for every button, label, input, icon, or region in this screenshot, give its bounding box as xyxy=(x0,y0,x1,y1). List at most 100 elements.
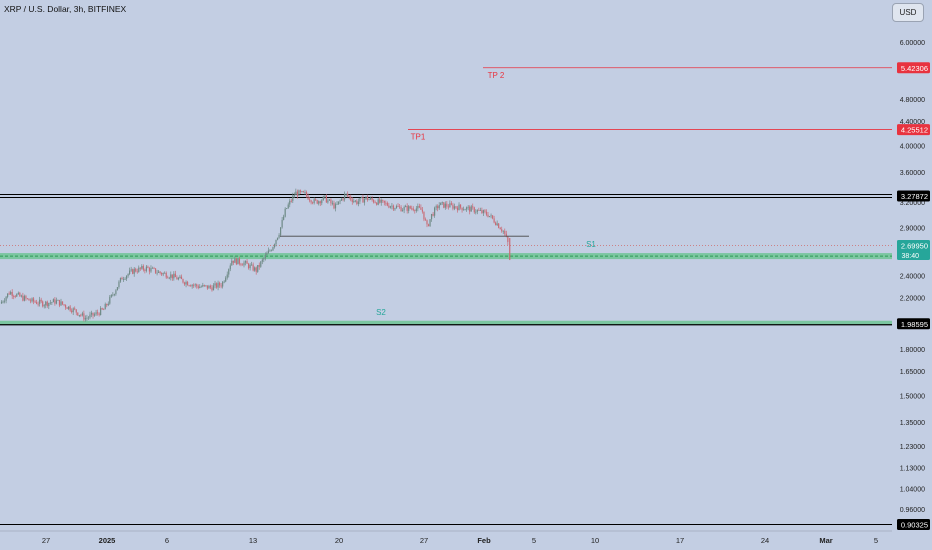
candle-body xyxy=(292,195,294,201)
candle-body xyxy=(301,191,303,193)
candle-body xyxy=(260,261,262,267)
candle-body xyxy=(162,273,164,275)
bottom-price-tag: 0.90325 xyxy=(901,521,928,530)
candle-body xyxy=(133,268,135,274)
candle-body xyxy=(197,286,199,288)
candle-body xyxy=(321,200,323,204)
candle-body xyxy=(479,210,481,211)
candle-body xyxy=(200,286,202,288)
candle-body xyxy=(293,195,295,196)
tp1-price-tag-bg xyxy=(897,124,930,136)
candle-body xyxy=(100,308,102,316)
candle-body xyxy=(40,299,42,302)
x-tick-label: 2025 xyxy=(99,536,116,545)
candle-body xyxy=(276,237,279,240)
candle-body xyxy=(104,304,106,310)
candle-body xyxy=(443,202,445,208)
candle-body xyxy=(305,192,308,196)
candle-body xyxy=(351,199,353,202)
candle-body xyxy=(81,313,83,316)
candle-body xyxy=(281,219,283,228)
candle-body xyxy=(475,211,477,213)
candle-body xyxy=(307,195,309,200)
candle-body xyxy=(273,244,276,248)
candle-body xyxy=(211,287,213,291)
currency-button[interactable]: USD xyxy=(892,3,924,22)
candle-body xyxy=(398,206,401,208)
candle-body xyxy=(426,220,428,225)
candle-body xyxy=(119,277,122,282)
candle-body xyxy=(366,196,369,201)
candle-body xyxy=(51,302,53,303)
candle-body xyxy=(421,209,424,212)
x-tick-label: 24 xyxy=(761,536,769,545)
tp1-price-tag: 4.25512 xyxy=(901,126,928,135)
candle-body xyxy=(347,193,349,197)
candle-body xyxy=(362,197,364,203)
candle-body xyxy=(158,271,160,273)
candle-body xyxy=(135,268,137,272)
candle-body xyxy=(427,224,430,227)
y-tick-label: 3.60000 xyxy=(900,170,925,177)
candle-body xyxy=(188,285,190,287)
candle-body xyxy=(241,264,244,266)
candle-body xyxy=(456,207,459,211)
candle-body xyxy=(264,254,266,259)
candle-body xyxy=(432,213,434,216)
candle-body xyxy=(429,219,431,227)
candle-body xyxy=(215,283,218,288)
candle-body xyxy=(496,223,498,226)
candle-body xyxy=(447,206,449,208)
candle-body xyxy=(164,272,166,274)
candle-body xyxy=(95,312,97,315)
candle-body xyxy=(37,303,39,305)
candle-body xyxy=(354,200,356,202)
candle-body xyxy=(379,199,381,203)
candle-body xyxy=(31,298,33,302)
candle-body xyxy=(212,285,215,291)
candle-body xyxy=(476,209,478,212)
candle-body xyxy=(470,206,472,212)
candle-body xyxy=(98,313,100,316)
candle-body xyxy=(232,260,234,263)
resistance-price-tag-bg xyxy=(897,190,930,202)
candle-body xyxy=(461,207,463,211)
candle-body xyxy=(13,295,15,297)
candle-body xyxy=(353,201,355,202)
candle-body xyxy=(11,291,13,296)
candle-body xyxy=(495,222,497,226)
candle-body xyxy=(122,279,125,280)
candle-body xyxy=(453,206,456,209)
candle-body xyxy=(478,209,480,211)
candle-body xyxy=(280,227,282,235)
y-tick-label: 2.40000 xyxy=(900,274,925,281)
y-tick-label: 4.40000 xyxy=(900,119,925,126)
candle-body xyxy=(154,268,157,273)
candle-body xyxy=(229,265,231,270)
candle-body xyxy=(180,276,183,280)
candle-body xyxy=(217,282,219,288)
candle-body xyxy=(52,299,54,303)
candle-body xyxy=(296,191,298,196)
candle-body xyxy=(61,301,64,305)
candle-body xyxy=(86,317,88,319)
candle-body xyxy=(235,258,237,265)
candle-body xyxy=(186,281,189,286)
candle-body xyxy=(270,250,273,252)
candle-body xyxy=(295,191,297,196)
candle-body xyxy=(499,227,501,230)
candle-body xyxy=(58,299,61,306)
candle-body xyxy=(220,285,222,287)
candle-body xyxy=(444,203,446,208)
candle-body xyxy=(400,207,402,212)
y-tick-label: 4.80000 xyxy=(900,97,925,104)
candle-body xyxy=(237,258,239,265)
candle-body xyxy=(302,191,305,193)
candle-body xyxy=(226,274,228,278)
candle-body xyxy=(409,206,411,209)
candle-body xyxy=(360,197,363,198)
candle-body xyxy=(223,281,225,283)
tp2-price-tag: 5.42306 xyxy=(901,64,928,73)
candle-body xyxy=(243,262,245,266)
